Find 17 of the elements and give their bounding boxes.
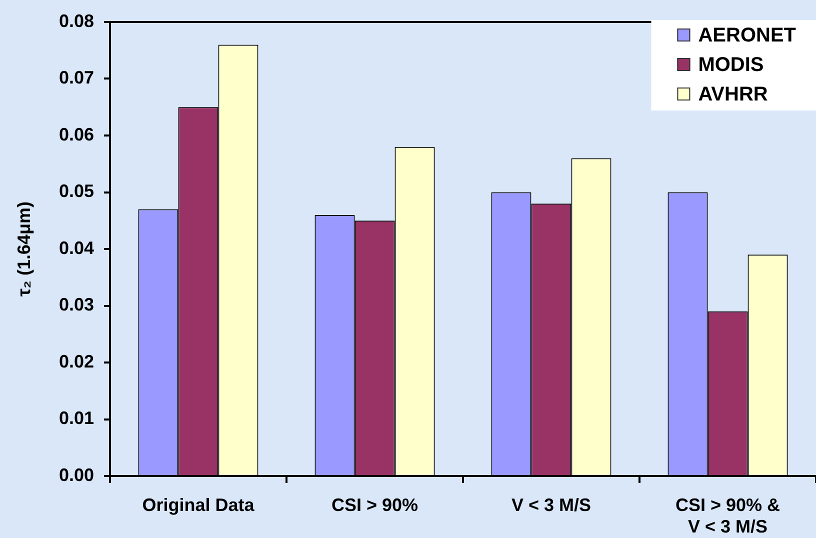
y-tick-label: 0.02 <box>58 351 94 372</box>
x-tick-label: CSI > 90% & V < 3 M/S <box>675 494 780 536</box>
x-tick-label: Original Data <box>142 494 256 515</box>
x-tick-label: V < 3 M/S <box>511 494 592 515</box>
legend-label: AVHRR <box>698 84 768 106</box>
y-tick-label: 0.03 <box>58 294 94 315</box>
y-tick-label: 0.04 <box>58 238 94 258</box>
y-tick-label: 0.06 <box>58 124 94 144</box>
legend-label: MODIS <box>698 54 764 76</box>
y-tick-label: 0.01 <box>58 408 94 428</box>
y-axis-title: τ₂ (1.64μm) <box>14 201 34 297</box>
y-tick-label: 0.08 <box>58 10 94 31</box>
y-tick-label: 0.07 <box>58 68 94 88</box>
legend-label: AERONET <box>698 24 796 47</box>
y-tick-label: 0.05 <box>58 181 94 202</box>
x-tick-label: CSI > 90% <box>331 494 418 515</box>
y-tick-label: 0.00 <box>58 464 94 485</box>
